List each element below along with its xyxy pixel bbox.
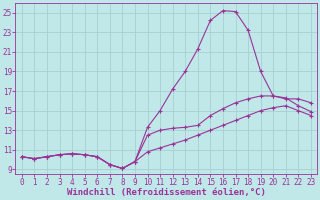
X-axis label: Windchill (Refroidissement éolien,°C): Windchill (Refroidissement éolien,°C) (67, 188, 266, 197)
